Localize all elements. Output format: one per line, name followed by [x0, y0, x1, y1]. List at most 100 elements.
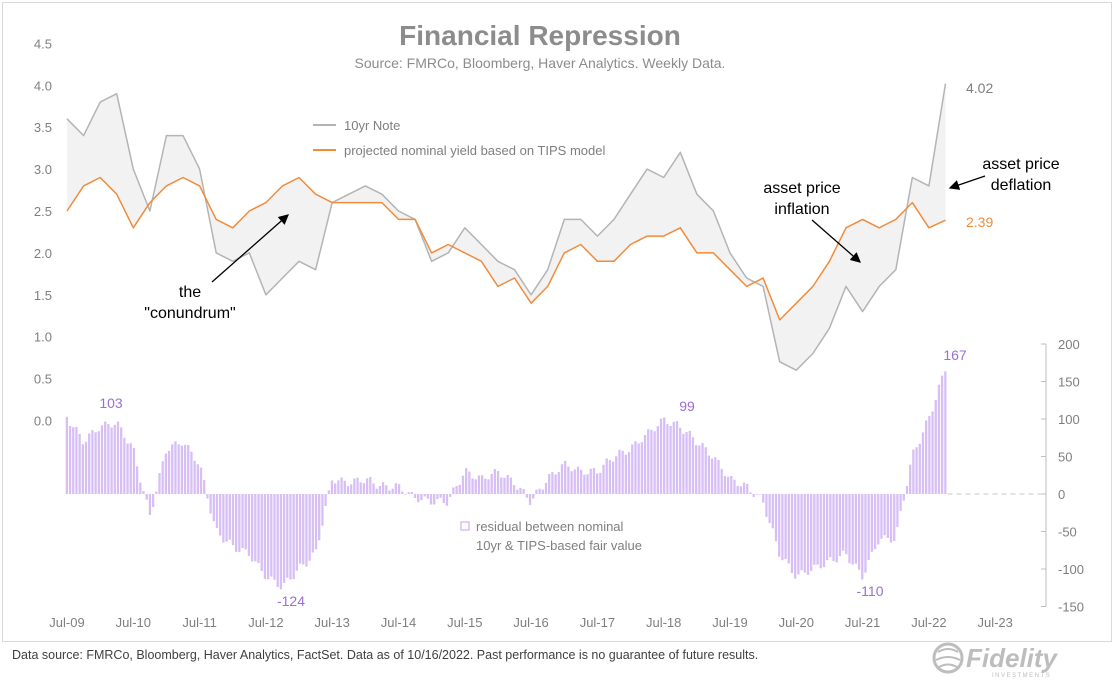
residual-bar [589, 468, 592, 494]
residual-bar [123, 437, 126, 494]
residual-bar [768, 494, 771, 524]
residual-bar [455, 485, 458, 494]
residual-bar [266, 494, 270, 580]
residual-bar [289, 494, 292, 580]
data-label-residual-2012: -124 [277, 593, 305, 609]
left-axis-tick: 4.5 [34, 36, 52, 51]
residual-bar [65, 416, 68, 494]
residual-bar [707, 455, 711, 494]
residual-bar [302, 494, 305, 565]
residual-bar [516, 489, 519, 494]
left-axis-tick: 4.0 [34, 78, 52, 93]
residual-bar [883, 494, 886, 536]
residual-bar [758, 494, 762, 495]
residual-bar [295, 494, 299, 571]
legend-label-residual: residual between nominal [476, 519, 624, 534]
residual-bar [931, 411, 934, 494]
residual-bar [548, 473, 551, 494]
residual-bar [778, 494, 781, 557]
residual-bar [250, 494, 254, 562]
left-axis-tick: 3.0 [34, 162, 52, 177]
residual-bar [151, 494, 155, 507]
residual-bar [308, 494, 311, 561]
residual-bar [647, 429, 650, 494]
residual-bar [500, 477, 503, 494]
residual-bar [452, 487, 455, 494]
x-axis-tick: Jul-22 [911, 615, 946, 630]
residual-bar [522, 489, 525, 494]
residual-bar [886, 494, 889, 539]
chart-title: Financial Repression [399, 20, 681, 51]
residual-bar [84, 441, 88, 494]
residual-bar [401, 491, 404, 494]
residual-bar [97, 431, 100, 494]
residual-bar [532, 494, 535, 499]
residual-bar [586, 474, 589, 494]
residual-bar [206, 494, 209, 499]
residual-bar [429, 494, 433, 505]
residual-bar [187, 445, 190, 494]
residual-bar [934, 399, 937, 494]
residual-bar [746, 483, 749, 494]
residual-bar [129, 443, 132, 494]
residual-bar [407, 492, 410, 494]
residual-bar [867, 494, 870, 561]
residual-bar [838, 494, 842, 557]
residual-bar [928, 415, 931, 494]
residual-bar [592, 467, 596, 494]
residual-bar [180, 445, 184, 494]
data-label-residual-2018: 99 [679, 398, 695, 414]
residual-bar [177, 444, 180, 494]
residual-bar [682, 433, 685, 494]
residual-bar [672, 421, 675, 494]
x-axis-tick: Jul-12 [248, 615, 283, 630]
residual-bar [544, 482, 548, 494]
residual-bar [426, 494, 429, 499]
residual-bar [525, 494, 529, 498]
residual-bar [730, 475, 733, 494]
residual-bar [298, 494, 302, 564]
residual-bar [496, 470, 500, 494]
right-axis-tick: 50 [1058, 450, 1072, 465]
residual-bar [449, 494, 452, 497]
residual-bar [107, 424, 110, 494]
residual-bar [663, 417, 666, 494]
residual-bar [174, 441, 177, 494]
residual-bar [937, 384, 941, 494]
residual-bar [225, 494, 228, 542]
residual-bar [209, 494, 212, 514]
residual-bar [410, 491, 414, 494]
residual-bar [193, 460, 196, 494]
residual-bar [790, 494, 794, 574]
residual-bar [803, 494, 806, 573]
residual-bar [506, 475, 509, 494]
legend-label-10yr-note: 10yr Note [344, 118, 400, 133]
residual-bar [877, 494, 880, 545]
residual-bar [870, 494, 874, 552]
residual-bar [104, 421, 107, 494]
data-label-residual-2009: 103 [99, 395, 123, 411]
residual-bar [145, 494, 148, 500]
residual-bar [688, 430, 691, 494]
residual-bar [183, 444, 187, 494]
residual-bar [650, 429, 653, 494]
residual-bar [378, 486, 382, 494]
residual-bar [340, 477, 343, 494]
residual-bar [161, 461, 164, 494]
footer-note: Data source: FMRCo, Bloomberg, Haver Ana… [12, 648, 759, 662]
residual-bar [608, 460, 612, 494]
annotation-asset-price-inflation: asset price [763, 180, 840, 197]
residual-bar [356, 477, 359, 494]
arrow-conundrum [211, 214, 289, 283]
logo-globe-icon [932, 642, 964, 674]
residual-bar [238, 494, 241, 552]
residual-bar [762, 494, 765, 503]
residual-bar [909, 464, 912, 494]
residual-bar [385, 485, 388, 494]
residual-bar [215, 494, 219, 528]
chart-subtitle: Source: FMRCo, Bloomberg, Haver Analytic… [354, 55, 726, 71]
residual-bar [880, 494, 883, 539]
residual-bar [404, 494, 407, 495]
residual-bar [755, 494, 759, 495]
data-label-projected-last: 2.39 [966, 214, 993, 230]
